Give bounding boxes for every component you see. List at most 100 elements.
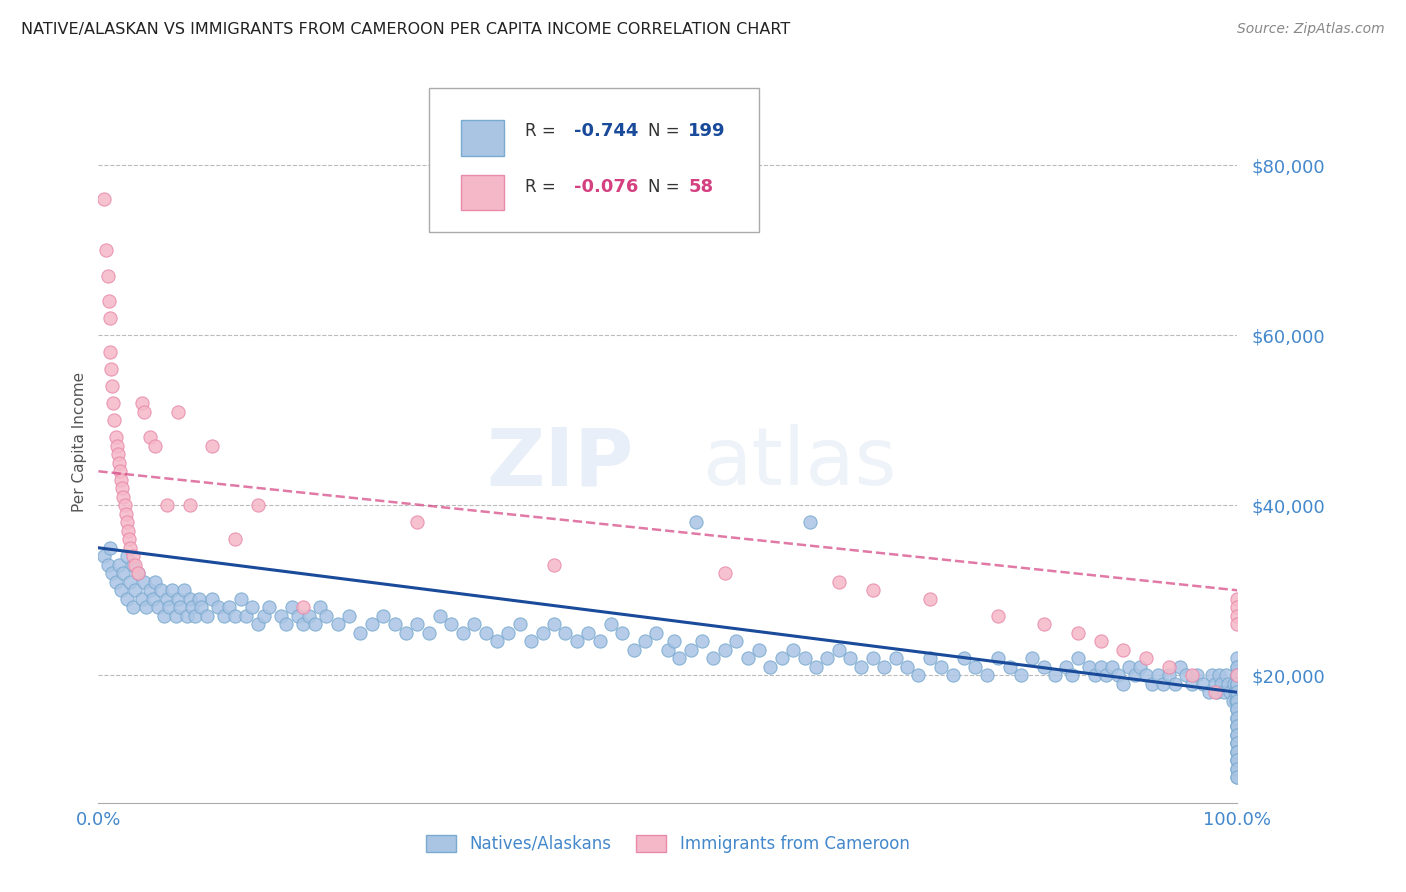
Point xyxy=(1204,685,1226,699)
Point xyxy=(98,345,121,359)
Point xyxy=(1198,685,1220,699)
Point xyxy=(1226,685,1249,699)
Legend: Natives/Alaskans, Immigrants from Cameroon: Natives/Alaskans, Immigrants from Camero… xyxy=(419,828,917,860)
Point xyxy=(132,405,155,419)
Point xyxy=(124,583,146,598)
Point xyxy=(195,608,218,623)
Point xyxy=(1152,677,1174,691)
Point xyxy=(1226,728,1249,742)
Point xyxy=(1226,668,1249,682)
Point xyxy=(96,268,118,283)
Point xyxy=(121,558,143,572)
Point xyxy=(184,608,207,623)
Point xyxy=(145,574,167,589)
Point xyxy=(349,625,371,640)
Point xyxy=(1123,668,1146,682)
Point xyxy=(1226,660,1249,674)
Point xyxy=(1226,719,1249,733)
Point xyxy=(121,600,143,615)
Point xyxy=(1170,660,1192,674)
Point xyxy=(440,617,463,632)
Point xyxy=(976,668,998,682)
Point xyxy=(246,498,269,512)
Point xyxy=(167,591,190,606)
Point xyxy=(292,600,315,615)
Point xyxy=(105,439,128,453)
Point xyxy=(645,625,668,640)
Point xyxy=(737,651,759,665)
Point xyxy=(1062,668,1084,682)
Point xyxy=(1157,660,1180,674)
Point xyxy=(287,608,309,623)
Point xyxy=(115,516,138,530)
Point xyxy=(1226,677,1249,691)
Point xyxy=(1129,660,1152,674)
Point xyxy=(259,600,281,615)
Point xyxy=(1054,660,1078,674)
Point xyxy=(714,566,737,581)
Point xyxy=(107,447,129,461)
Point xyxy=(201,439,224,453)
Point xyxy=(252,608,274,623)
Point xyxy=(165,608,187,623)
Point xyxy=(600,617,623,632)
Text: NATIVE/ALASKAN VS IMMIGRANTS FROM CAMEROON PER CAPITA INCOME CORRELATION CHART: NATIVE/ALASKAN VS IMMIGRANTS FROM CAMERO… xyxy=(21,22,790,37)
Point xyxy=(406,617,429,632)
Point xyxy=(1112,677,1135,691)
Point xyxy=(1226,711,1249,725)
Point xyxy=(1226,702,1249,716)
Point xyxy=(770,651,793,665)
Point xyxy=(782,642,804,657)
Point xyxy=(828,574,851,589)
Text: 58: 58 xyxy=(689,178,713,196)
Point xyxy=(987,608,1010,623)
Point xyxy=(121,549,143,564)
Point xyxy=(1226,711,1249,725)
Point xyxy=(270,608,292,623)
Point xyxy=(1226,745,1249,759)
Point xyxy=(1021,651,1043,665)
Point xyxy=(1107,668,1129,682)
Text: 199: 199 xyxy=(689,122,725,140)
Point xyxy=(1226,753,1249,767)
Point xyxy=(100,362,122,376)
Point xyxy=(179,498,201,512)
Point xyxy=(138,430,160,444)
Point xyxy=(162,583,184,598)
Point xyxy=(662,634,685,648)
Point xyxy=(315,608,337,623)
Point xyxy=(576,625,599,640)
Point xyxy=(1223,677,1246,691)
Point xyxy=(98,311,121,326)
Point xyxy=(998,660,1021,674)
Point xyxy=(942,668,965,682)
Point xyxy=(1095,668,1118,682)
Point xyxy=(1010,668,1032,682)
Point xyxy=(1226,702,1249,716)
Point xyxy=(120,574,142,589)
Point xyxy=(337,608,360,623)
Point xyxy=(1226,728,1249,742)
Point xyxy=(167,405,190,419)
Point xyxy=(634,634,657,648)
Point xyxy=(97,294,120,309)
Text: -0.744: -0.744 xyxy=(575,122,638,140)
Point xyxy=(406,516,429,530)
Point xyxy=(1208,668,1230,682)
Point xyxy=(1101,660,1123,674)
Text: atlas: atlas xyxy=(702,425,897,502)
Point xyxy=(173,583,195,598)
Point xyxy=(1112,642,1135,657)
Point xyxy=(828,642,851,657)
Point xyxy=(207,600,229,615)
Text: R =: R = xyxy=(526,178,561,196)
Point xyxy=(1226,745,1249,759)
Point xyxy=(276,617,298,632)
Point xyxy=(298,608,321,623)
Point xyxy=(418,625,440,640)
Point xyxy=(1226,770,1249,784)
Point xyxy=(1135,651,1157,665)
Point xyxy=(101,566,124,581)
Point xyxy=(1226,608,1249,623)
Text: Source: ZipAtlas.com: Source: ZipAtlas.com xyxy=(1237,22,1385,37)
